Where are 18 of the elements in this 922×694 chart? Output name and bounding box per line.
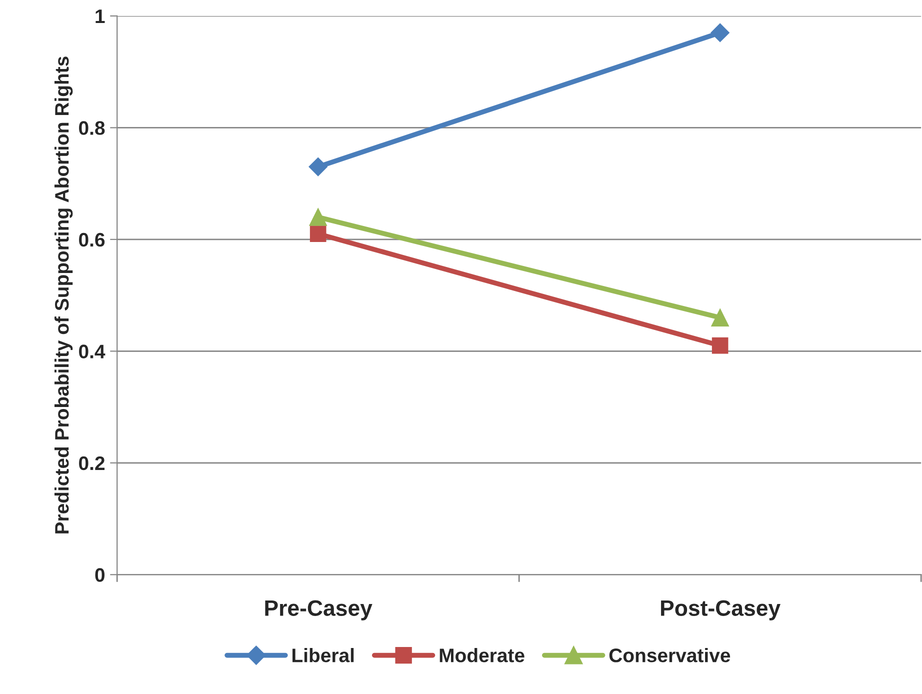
legend-label: Conservative — [609, 648, 730, 662]
x-tick-label: Pre-Casey — [265, 600, 372, 620]
point — [309, 208, 327, 226]
y-tick-label: 0.2 — [79, 456, 105, 470]
legend-label: Moderate — [440, 648, 524, 662]
point — [310, 226, 326, 242]
y-tick-label: 0.4 — [79, 344, 106, 358]
point — [712, 337, 728, 354]
y-tick-label: 1 — [96, 10, 105, 24]
y-axis-title: Predicted Probability of Supporting Abortion Rights — [54, 56, 73, 534]
legend-label: Liberal — [292, 648, 354, 662]
y-tick-label: 0 — [95, 568, 104, 582]
y-tick-label: 0.8 — [79, 121, 105, 135]
point — [308, 157, 328, 176]
y-tick-label: 0.6 — [79, 232, 105, 247]
x-tick-label: Post-Casey — [661, 600, 780, 620]
point — [711, 308, 729, 326]
point — [710, 23, 730, 42]
